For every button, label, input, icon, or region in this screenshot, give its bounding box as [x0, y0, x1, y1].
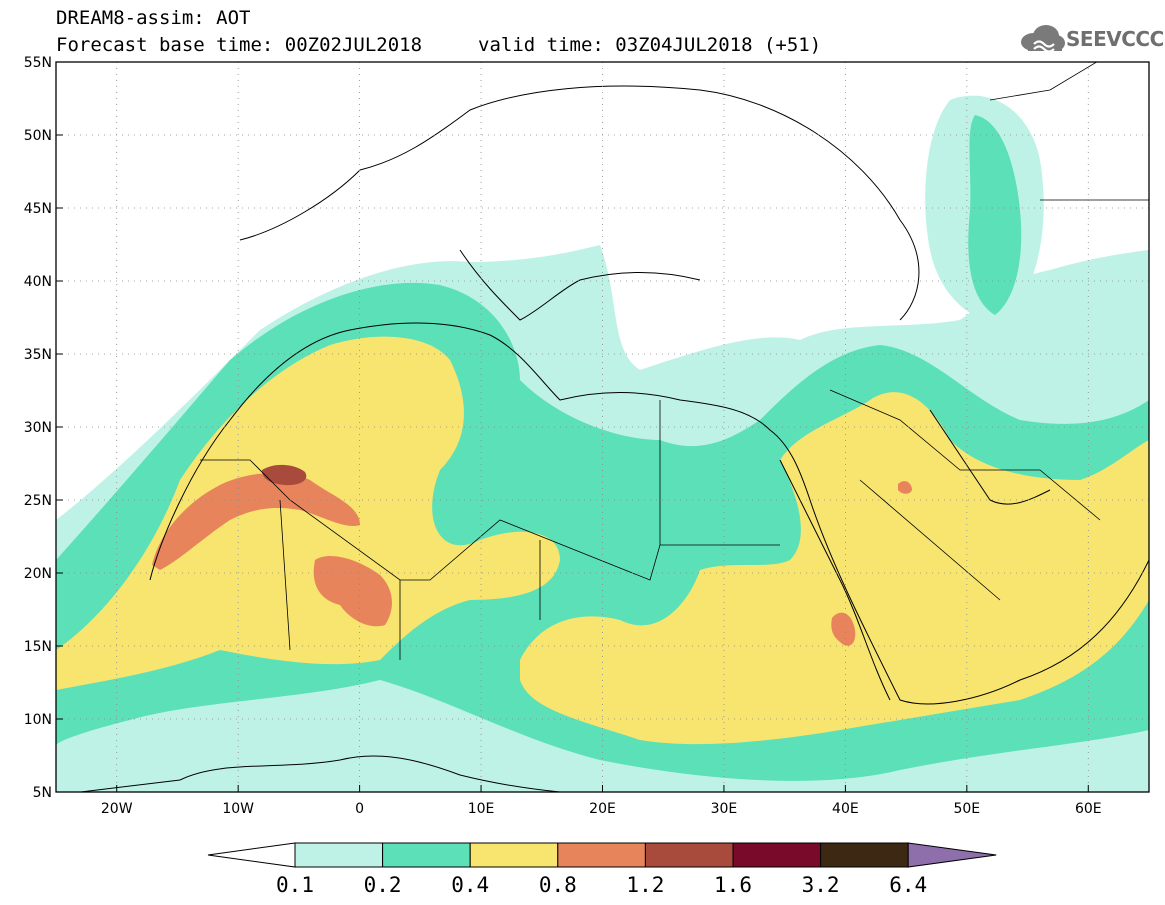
lat-tick-label: 35N	[24, 347, 52, 363]
lon-tick-label: 0	[355, 801, 364, 817]
colorbar-swatch	[382, 842, 471, 868]
colorbar-underflow-arrow	[207, 842, 296, 868]
lon-tick-label: 40E	[832, 801, 859, 817]
aot-contour-0.8-west	[152, 473, 360, 570]
colorbar-swatch	[820, 842, 909, 868]
lon-tick-label: 60E	[1075, 801, 1102, 817]
valid-time: valid time: 03Z04JUL2018 (+51)	[478, 34, 822, 56]
colorbar-level-label: 1.2	[626, 873, 664, 897]
lat-tick-label: 45N	[24, 201, 52, 217]
forecast-base-time: Forecast base time: 00Z02JUL2018	[56, 34, 423, 56]
lat-tick-label: 30N	[24, 420, 52, 436]
aot-contour-0.8-ethiopia	[831, 612, 856, 646]
colorbar-level-label: 6.4	[889, 873, 927, 897]
colorbar-swatch	[294, 842, 384, 868]
colorbar-overflow-arrow	[907, 842, 997, 868]
lat-tick-label: 15N	[24, 639, 52, 655]
graticule	[56, 62, 1149, 792]
aot-contour-0.2-caspian	[968, 115, 1022, 315]
aot-contour-1.2	[262, 464, 307, 486]
lon-tick-label: 50E	[953, 801, 980, 817]
aot-contour-0.8-central	[313, 555, 392, 627]
colorbar-swatch	[557, 842, 646, 868]
colorbar-swatch	[469, 842, 559, 868]
aot-contour-0.8-arabia	[898, 481, 912, 494]
logo-text: SEEVCCC	[1066, 27, 1164, 51]
map-title: DREAM8-assim: AOT	[56, 7, 251, 29]
colorbar-swatch	[732, 842, 822, 868]
lat-tick-label: 40N	[24, 274, 52, 290]
lat-tick-label: 5N	[33, 785, 52, 801]
colorbar-level-label: 0.4	[451, 873, 489, 897]
lon-tick-label: 20W	[101, 801, 133, 817]
lat-tick-label: 50N	[24, 128, 52, 144]
lat-tick-label: 25N	[24, 493, 52, 509]
lon-tick-label: 10E	[468, 801, 495, 817]
lon-tick-label: 20E	[589, 801, 616, 817]
country-borders	[200, 62, 1149, 660]
lon-tick-label: 10W	[222, 801, 254, 817]
cloud-icon	[1021, 25, 1065, 53]
colorbar-level-label: 3.2	[802, 873, 840, 897]
colorbar-level-label: 0.2	[364, 873, 402, 897]
lon-tick-label: 30E	[711, 801, 738, 817]
coastlines	[76, 85, 1149, 792]
lat-tick-label: 10N	[24, 712, 52, 728]
colorbar-level-label: 1.6	[714, 873, 752, 897]
lat-tick-label: 20N	[24, 566, 52, 582]
colorbar-level-label: 0.1	[276, 873, 314, 897]
lat-tick-label: 55N	[24, 55, 52, 71]
colorbar-swatch	[644, 842, 734, 868]
colorbar-level-label: 0.8	[539, 873, 577, 897]
